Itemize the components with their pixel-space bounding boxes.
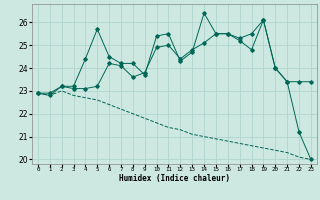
X-axis label: Humidex (Indice chaleur): Humidex (Indice chaleur) (119, 174, 230, 183)
